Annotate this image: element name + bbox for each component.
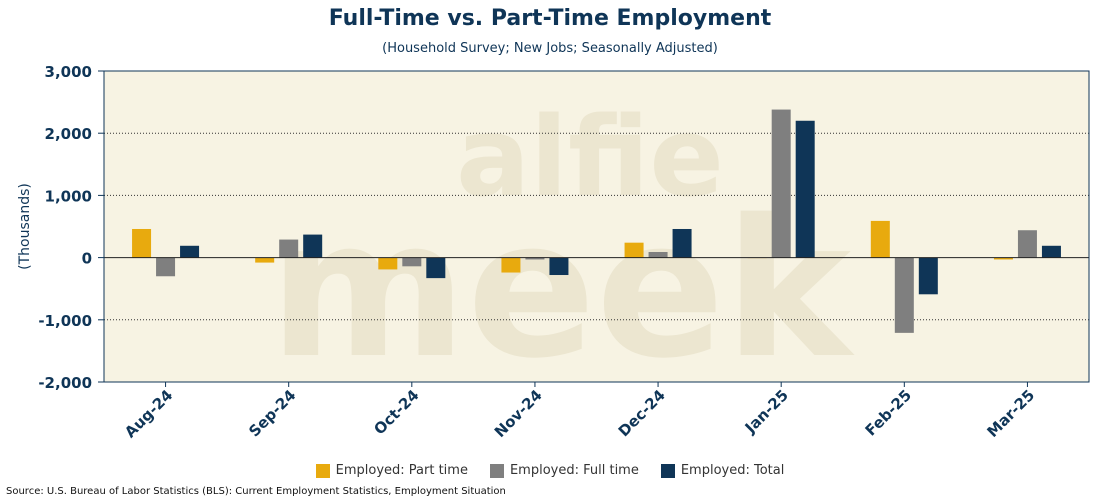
bar-full-time: [894, 257, 914, 333]
bar-total: [672, 228, 692, 258]
bar-total: [180, 245, 200, 258]
bar-full-time: [648, 252, 668, 258]
legend-swatch-full-time: [489, 463, 504, 478]
bar-total: [918, 257, 938, 295]
y-axis-label: (Thousands): [17, 183, 33, 270]
source-note: Source: U.S. Bureau of Labor Statistics …: [6, 486, 506, 497]
bar-full-time: [771, 109, 791, 258]
bar-full-time: [1017, 230, 1037, 258]
x-tick-label: Mar-25: [983, 386, 1038, 441]
bar-full-time: [525, 257, 545, 260]
chart-subtitle: (Household Survey; New Jobs; Seasonally …: [382, 41, 718, 56]
legend-swatch-total: [660, 463, 675, 478]
legend-label-full-time: Employed: Full time: [509, 463, 639, 478]
bar-total: [426, 257, 446, 279]
y-tick-label: 1,000: [45, 187, 92, 205]
bar-part-time: [255, 257, 275, 263]
x-tick-label: Feb-25: [862, 386, 915, 439]
bar-full-time: [279, 239, 299, 258]
legend-item-part-time: Employed: Part time: [315, 463, 468, 478]
watermark-line-1: alfie: [456, 93, 724, 221]
bar-full-time: [156, 257, 176, 277]
legend-swatch-part-time: [315, 463, 330, 478]
bar-total: [1041, 245, 1061, 258]
x-tick-label: Aug-24: [121, 386, 176, 441]
plot-border: [103, 70, 1090, 383]
bar-total: [795, 120, 815, 258]
y-tick-label: -2,000: [38, 374, 92, 392]
legend-label-part-time: Employed: Part time: [335, 463, 468, 478]
bar-part-time: [993, 257, 1013, 260]
bar-part-time: [501, 257, 521, 273]
plot-area: [104, 71, 1089, 382]
bar-part-time: [378, 257, 398, 270]
chart-title: Full-Time vs. Part-Time Employment: [328, 6, 772, 31]
bar-total: [549, 257, 569, 276]
y-tick-label: 2,000: [45, 125, 92, 143]
watermark-line-2: meek: [269, 179, 855, 400]
y-tick-label: -1,000: [38, 312, 92, 330]
legend: Employed: Part time Employed: Full time …: [0, 463, 1100, 478]
legend-item-full-time: Employed: Full time: [489, 463, 639, 478]
bar-part-time: [132, 228, 152, 258]
legend-label-total: Employed: Total: [680, 463, 785, 478]
bar-total: [303, 234, 323, 258]
y-tick-label: 0: [82, 250, 92, 268]
y-tick-label: 3,000: [45, 63, 92, 81]
bar-full-time: [402, 257, 422, 267]
bar-part-time: [870, 220, 890, 258]
legend-item-total: Employed: Total: [660, 463, 785, 478]
bar-part-time: [624, 242, 644, 258]
